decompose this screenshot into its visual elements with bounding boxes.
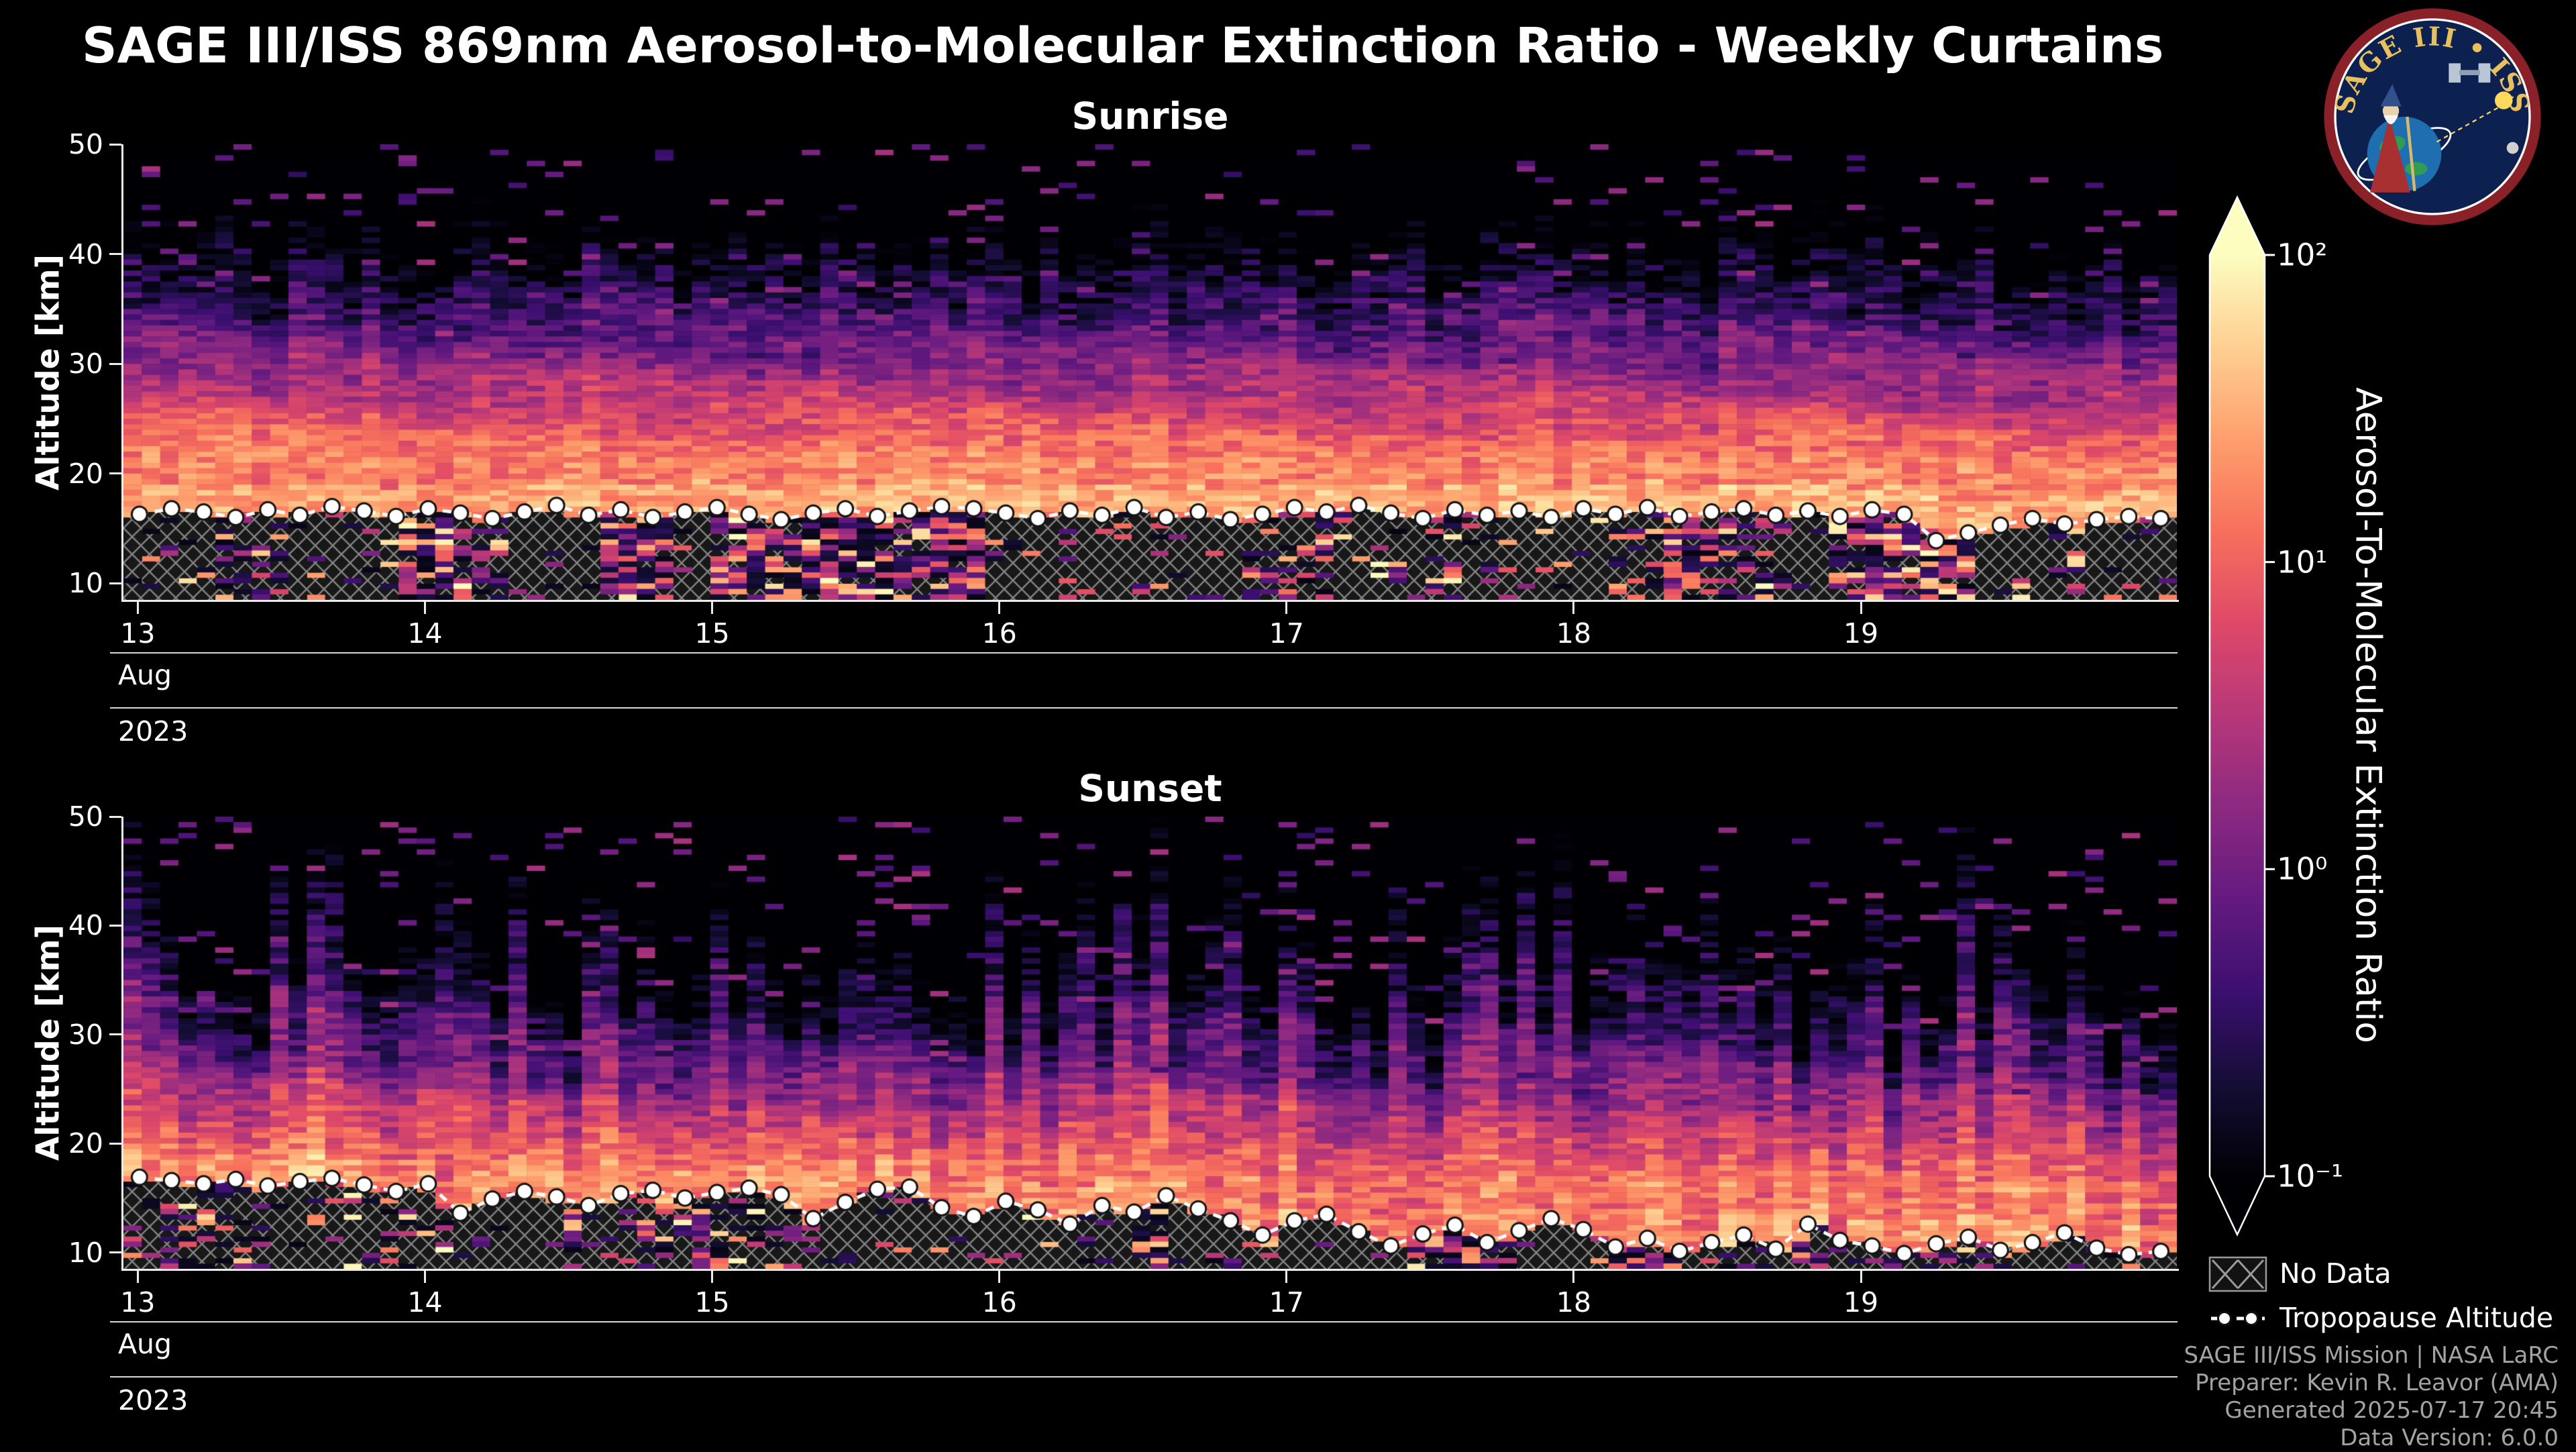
iss-solar-panel-icon (2449, 63, 2461, 83)
colorbar-tick-label: 10⁰ (2277, 851, 2328, 887)
colorbar-label: Aerosol-To-Molecular Extinction Ratio (2347, 387, 2389, 1043)
attribution-line: Preparer: Kevin R. Leavor (AMA) (2195, 1369, 2559, 1396)
attribution-block: SAGE III/ISS Mission | NASA LaRC Prepare… (2184, 1342, 2559, 1452)
wizard-beard-icon (2383, 115, 2399, 125)
legend-tropopause-label: Tropopause Altitude (2279, 1302, 2554, 1334)
wizard-hat-icon (2380, 84, 2402, 107)
iss-solar-panel-icon (2478, 63, 2491, 83)
attribution-line: Data Version: 6.0.0 (2340, 1424, 2559, 1451)
wizard-head-icon (2382, 102, 2400, 119)
sage-iss-logo: SAGE III • ISS (2324, 8, 2541, 225)
attribution-line: SAGE III/ISS Mission | NASA LaRC (2184, 1342, 2559, 1369)
earth-land-icon (2405, 162, 2428, 176)
sun-beam-icon (2433, 107, 2498, 144)
colorbar-tick-label: 10² (2277, 237, 2328, 273)
moon-icon (2506, 142, 2519, 154)
tropopause-swatch (2211, 1311, 2265, 1326)
wizard-icon (2370, 117, 2410, 193)
colorbar-tick-label: 10¹ (2277, 544, 2328, 580)
legend-no-data-label: No Data (2279, 1257, 2392, 1290)
figure-title: SAGE III/ISS 869nm Aerosol-to-Molecular … (82, 17, 2164, 74)
no-data-swatch (2208, 1256, 2267, 1292)
wizard-staff-icon (2406, 116, 2416, 191)
attribution-line: Generated 2025-07-17 20:45 (2224, 1397, 2559, 1424)
sun-icon (2494, 91, 2513, 109)
iss-truss-icon (2459, 70, 2480, 76)
colorbar-tick-label: 10⁻¹ (2277, 1158, 2344, 1194)
colorbar (2208, 195, 2275, 1237)
